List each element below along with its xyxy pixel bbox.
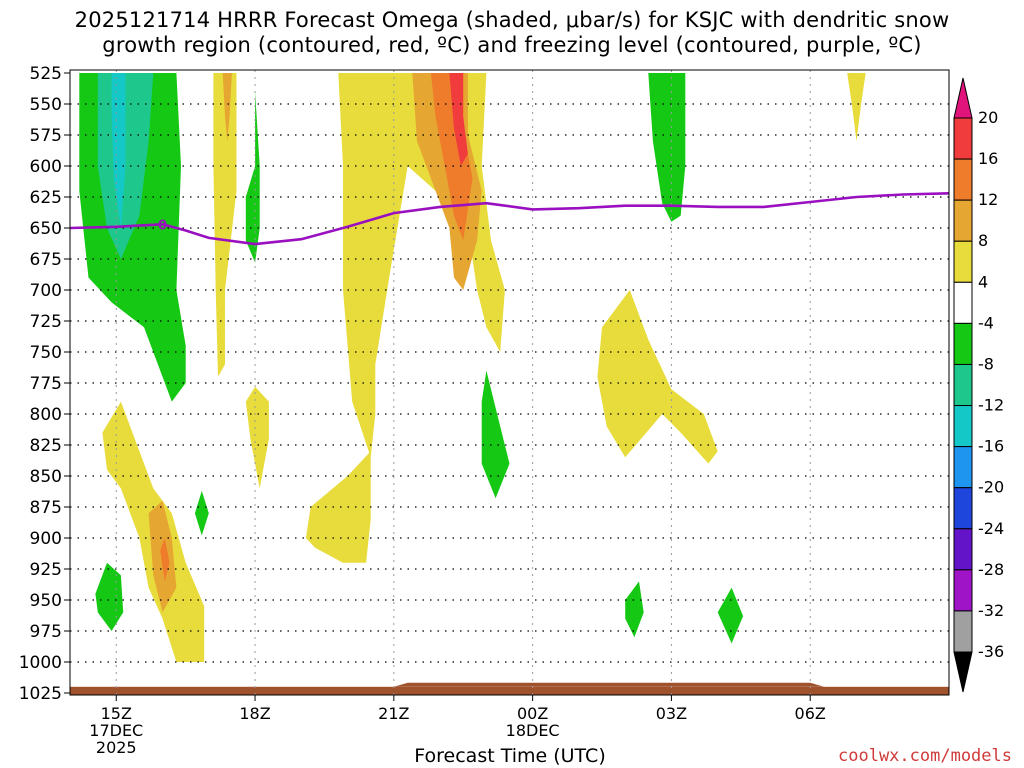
terrain-fill <box>70 686 949 695</box>
ytick-label-1025: 1025 <box>19 684 62 704</box>
omega-region-2 <box>111 73 126 228</box>
colorbar-bin-7 <box>953 363 973 407</box>
omega-region-13 <box>597 290 718 464</box>
xtick-sublabel: 17DEC <box>89 721 143 740</box>
xtick-label-15Z: 15Z <box>101 704 132 723</box>
xtick-sublabel: 2025 <box>96 738 137 757</box>
colorbar-bin-13 <box>953 610 973 653</box>
ytick-label-850: 850 <box>30 467 62 487</box>
xtick-label-00Z: 00Z <box>517 704 548 723</box>
ytick-label-1000: 1000 <box>19 653 62 673</box>
xtick-label-06Z: 06Z <box>795 704 826 723</box>
freezing-level-contour: 0 <box>69 192 950 246</box>
ytick-label-925: 925 <box>30 560 62 580</box>
ytick-label-725: 725 <box>30 312 62 332</box>
colorbar-bin-4 <box>953 240 973 283</box>
colorbar-bin-8 <box>953 405 973 448</box>
freezing-level-line <box>69 192 950 246</box>
ytick-label-775: 775 <box>30 374 62 394</box>
chart-title-line-1: 2025121714 HRRR Forecast Omega (shaded, … <box>74 8 950 32</box>
ytick-label-875: 875 <box>30 498 62 518</box>
ytick-label-700: 700 <box>30 281 62 301</box>
ytick-label-675: 675 <box>30 250 62 270</box>
ytick-label-825: 825 <box>30 436 62 456</box>
ytick-label-975: 975 <box>30 622 62 642</box>
colorbar-label: 4 <box>978 272 988 291</box>
omega-region-1 <box>97 73 154 259</box>
colorbar-label: -20 <box>978 478 1004 497</box>
ytick-label-600: 600 <box>30 157 62 177</box>
ytick-label-575: 575 <box>30 126 62 146</box>
freezing-level-label: 0 <box>158 218 167 233</box>
colorbar-label: -4 <box>978 313 994 332</box>
omega-region-14 <box>481 370 510 499</box>
colorbar-bin-5 <box>953 281 973 324</box>
terrain-band <box>70 682 949 695</box>
colorbar-label: 20 <box>978 108 998 127</box>
x-axis-title: Forecast Time (UTC) <box>414 745 606 767</box>
colorbar-label: -8 <box>978 354 994 373</box>
ytick-label-900: 900 <box>30 529 62 549</box>
omega-region-15 <box>245 386 269 489</box>
colorbar: 20 16 12 8 4 -4 -8 -12 -16 -20 -24 -28 -32 -36 <box>953 77 1004 693</box>
omega-region-22 <box>625 581 644 638</box>
colorbar-bin-3 <box>953 199 973 242</box>
colorbar-label: -28 <box>978 560 1004 579</box>
omega-region-12 <box>847 73 866 142</box>
omega-region-5 <box>222 73 232 142</box>
omega-shading <box>79 73 866 662</box>
colorbar-label: -24 <box>978 519 1004 538</box>
terrain-ridge <box>393 682 825 687</box>
colorbar-bin-11 <box>953 528 973 571</box>
colorbar-bin-12 <box>953 569 973 612</box>
ytick-label-550: 550 <box>30 95 62 115</box>
colorbar-bin-1 <box>953 117 973 160</box>
xtick-sublabel: 18DEC <box>506 721 560 740</box>
ytick-label-525: 525 <box>30 64 62 84</box>
colorbar-label: 12 <box>978 190 998 209</box>
omega-region-6 <box>338 73 408 458</box>
colorbar-bin-9 <box>953 446 973 489</box>
ytick-label-650: 650 <box>30 219 62 239</box>
omega-region-10 <box>449 73 468 166</box>
colorbar-label: -16 <box>978 437 1004 456</box>
colorbar-arrow-top <box>953 77 973 119</box>
colorbar-bin-2 <box>953 158 973 201</box>
ytick-label-800: 800 <box>30 405 62 425</box>
y-axis: 525 550 575 600 625 650 675 700 725 750 775 800 825 8… <box>19 64 70 704</box>
ytick-label-950: 950 <box>30 591 62 611</box>
ytick-label-625: 625 <box>30 188 62 208</box>
colorbar-label: -32 <box>978 601 1004 620</box>
omega-region-3 <box>245 91 260 263</box>
xtick-label-03Z: 03Z <box>656 704 687 723</box>
omega-region-11 <box>648 73 686 222</box>
omega-region-20 <box>95 562 124 631</box>
omega-region-19 <box>160 538 170 582</box>
omega-region-16 <box>305 451 371 563</box>
omega-region-4 <box>213 73 237 377</box>
ytick-label-750: 750 <box>30 343 62 363</box>
chart-title-line-2: growth region (contoured, red, ºC) and f… <box>102 33 922 57</box>
colorbar-label: 16 <box>978 149 998 168</box>
colorbar-label: -36 <box>978 642 1004 661</box>
xtick-label-21Z: 21Z <box>378 704 409 723</box>
colorbar-bin-10 <box>953 487 973 530</box>
xtick-label-18Z: 18Z <box>239 704 270 723</box>
credit-link[interactable]: coolwx.com/models <box>838 746 1012 766</box>
omega-region-21 <box>194 490 209 536</box>
colorbar-label: -12 <box>978 396 1004 415</box>
colorbar-bin-6 <box>953 322 973 365</box>
colorbar-label: 8 <box>978 231 988 250</box>
omega-region-23 <box>717 587 744 644</box>
colorbar-arrow-bottom <box>953 651 973 693</box>
